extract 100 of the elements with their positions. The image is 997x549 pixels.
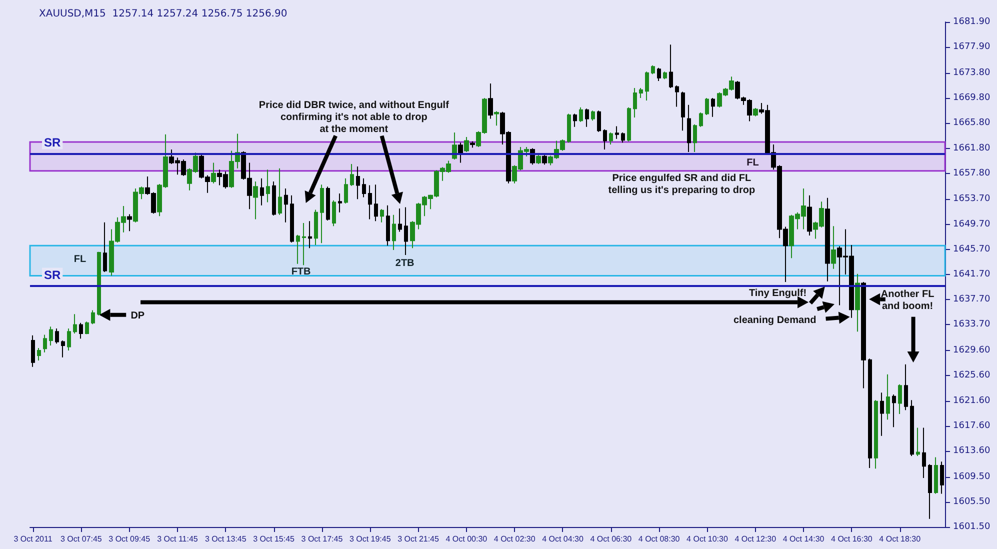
y-tick-label: 1601.50 [953,522,990,532]
candlestick [886,374,890,420]
candlestick [669,44,673,88]
y-tick-label: 1657.80 [953,168,990,178]
candlestick [910,400,914,457]
candlestick [350,163,354,186]
y-tick-label: 1637.70 [953,294,990,305]
candlestick [705,98,709,116]
y-tick-label: 1605.50 [953,496,990,507]
y-tick-label: 1629.60 [953,346,990,356]
candlestick [127,214,132,232]
candlestick [627,106,631,142]
candlestick [928,464,932,520]
candlestick [621,132,625,144]
candlestick [494,110,499,126]
candlestick [464,136,469,153]
candlestick [591,110,595,122]
candlestick [898,384,902,414]
candlestick [67,328,71,351]
candlestick [934,456,938,494]
candlestick [31,334,35,368]
x-tick-label: 4 Oct 02:30 [494,534,536,544]
candlestick [356,166,360,200]
candlestick [687,104,691,153]
candlestick [103,222,107,272]
annotation: 2TB [395,258,414,269]
candlestick [61,340,65,358]
candlestick [868,358,872,468]
candlestick [404,206,408,256]
annotation: Tiny Engulf! [748,288,807,299]
x-tick-label: 3 Oct 2011 [14,534,53,544]
x-tick-label: 3 Oct 07:45 [60,534,102,544]
candlestick [874,400,878,470]
annotation: Another FL and boom! [880,288,934,312]
candlestick [55,328,59,344]
candlestick [91,310,95,325]
x-tick-label: 3 Oct 17:45 [301,534,344,544]
annotation: Price engulfed SR and did FL telling us it's preparing to drop [608,172,756,196]
candlestick [711,98,715,118]
candlestick [326,186,330,221]
candlestick [73,314,77,334]
candlestick [211,162,216,184]
candlestick [603,128,607,150]
x-tick-label: 3 Oct 13:45 [204,534,247,544]
y-tick-label: 1677.90 [953,42,990,52]
candlestick [314,209,318,246]
x-tick-label: 4 Oct 12:30 [734,534,777,544]
x-tick-label: 4 Oct 18:30 [879,534,922,544]
y-tick-label: 1625.60 [953,370,990,381]
annotation: FL [74,254,86,265]
y-tick-label: 1649.70 [953,219,990,230]
candlestick [609,132,613,145]
candlestick [573,113,577,128]
candlestick [807,194,812,236]
candlestick [392,214,396,251]
candlestick [657,67,661,82]
y-tick-label: 1609.50 [953,472,990,482]
candlestick [79,322,83,340]
candlestick [536,154,541,164]
candlestick [940,461,944,494]
x-tick-label: 4 Oct 10:30 [686,534,728,544]
candlestick [579,106,583,122]
candlestick [296,234,300,264]
candlestick [892,394,896,428]
candlestick [585,108,589,128]
annotation: Price did DBR twice, and without Engulf confirming it's not able to drop at the moment [258,100,450,135]
ref-line-label: SR [44,268,62,282]
annotation: DP [130,310,145,322]
candlestick [615,126,619,140]
candlestick [49,326,53,346]
x-tick-label: 4 Oct 04:30 [542,534,584,544]
y-tick-label: 1661.80 [953,143,990,154]
x-tick-label: 4 Oct 16:30 [831,534,873,544]
x-tick-label: 4 Oct 06:30 [590,534,632,544]
annotation: FL [746,158,759,169]
x-tick-label: 4 Oct 00:30 [446,534,488,544]
candlestick [37,347,41,362]
candlestick [368,184,372,220]
candlestick [386,204,390,246]
candlestick [681,91,685,132]
candlestick [302,222,306,266]
x-tick-label: 3 Oct 11:45 [157,534,198,544]
candlestick [43,334,47,353]
x-tick-label: 4 Oct 14:30 [782,534,825,544]
x-tick-label: 3 Oct 09:45 [108,534,151,544]
candlestick [308,220,312,249]
candlestick [904,364,908,411]
y-tick-label: 1673.80 [953,68,990,78]
x-tick-label: 3 Oct 15:45 [253,534,296,544]
candlestick [880,392,884,436]
candlestick [85,321,89,335]
candlestick [861,282,866,389]
candlestick [639,87,643,98]
candlestick [675,84,679,108]
y-tick-label: 1617.60 [953,420,990,431]
candlestick [253,181,258,220]
candlestick [290,194,294,243]
y-tick-label: 1669.80 [953,93,990,103]
candlestick [398,208,402,232]
candlestick [567,113,571,144]
